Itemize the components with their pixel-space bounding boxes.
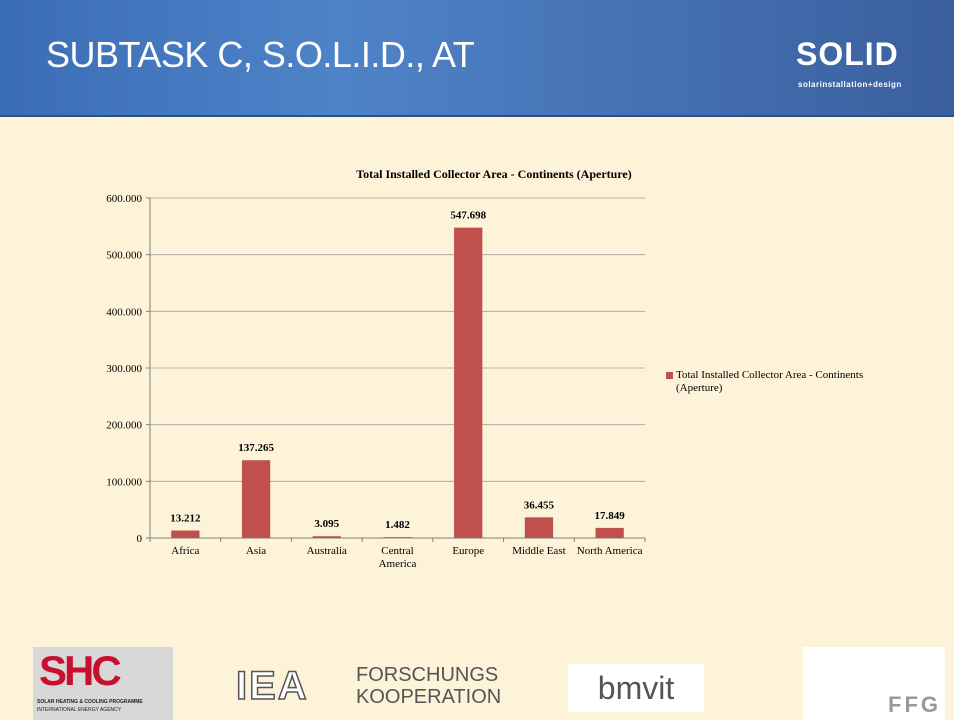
iea-logo: IEA xyxy=(235,663,309,709)
bar xyxy=(383,537,412,538)
legend: Total Installed Collector Area - Contine… xyxy=(666,369,906,395)
legend-label: Total Installed Collector Area - Contine… xyxy=(676,369,864,394)
data-label: 547.698 xyxy=(450,210,486,222)
shc-logo: SHC SOLAR HEATING & COOLING PROGRAMME IN… xyxy=(33,647,173,720)
data-label: 1.482 xyxy=(385,519,410,531)
y-tick-label: 0 xyxy=(137,533,143,545)
x-tick-label: Europe xyxy=(452,545,485,557)
solid-logo-sub: solarinstallation+design xyxy=(798,80,902,89)
data-label: 137.265 xyxy=(238,442,274,454)
data-label: 3.095 xyxy=(314,518,339,530)
x-tick-label: Middle East xyxy=(512,545,566,557)
x-tick-label: Africa xyxy=(171,545,200,557)
data-label: 13.212 xyxy=(170,513,201,525)
bar xyxy=(312,536,341,538)
bar xyxy=(171,530,200,538)
bar xyxy=(524,517,554,538)
ffg-text: FFG xyxy=(888,692,941,717)
slide-title: SUBTASK C, S.O.L.I.D., AT xyxy=(46,34,475,75)
shc-line: INTERNATIONAL ENERGY AGENCY xyxy=(37,707,122,713)
y-tick-label: 100.000 xyxy=(106,476,142,488)
x-tick-label: Central America xyxy=(378,545,417,570)
ffg-logo: FFG xyxy=(803,647,945,720)
forschungs-text: FORSCHUNGS xyxy=(356,664,499,686)
bar xyxy=(241,460,271,538)
shc-text: SHC xyxy=(39,647,122,694)
x-tick-label: Asia xyxy=(245,545,267,557)
x-tick-label: Australia xyxy=(306,545,347,557)
shc-line: SOLAR HEATING & COOLING PROGRAMME xyxy=(37,699,143,705)
chart-title: Total Installed Collector Area - Contine… xyxy=(356,167,632,181)
y-tick-label: 600.000 xyxy=(106,193,142,205)
y-tick-label: 300.000 xyxy=(106,363,142,375)
x-tick-label: North America xyxy=(576,545,643,557)
data-label: 36.455 xyxy=(524,499,555,511)
bmvit-logo: bmvit xyxy=(568,664,704,712)
data-label: 17.849 xyxy=(595,510,626,522)
legend-key xyxy=(666,372,673,379)
bar xyxy=(454,227,483,538)
y-tick-label: 200.000 xyxy=(106,420,142,432)
y-tick-label: 400.000 xyxy=(106,306,142,318)
solid-logo: SOLID xyxy=(796,36,899,72)
header: SUBTASK C, S.O.L.I.D., AT SOLID solarins… xyxy=(0,0,954,117)
bar xyxy=(595,527,624,538)
kooperation-text: KOOPERATION xyxy=(356,686,502,708)
y-tick-label: 500.000 xyxy=(106,250,142,262)
